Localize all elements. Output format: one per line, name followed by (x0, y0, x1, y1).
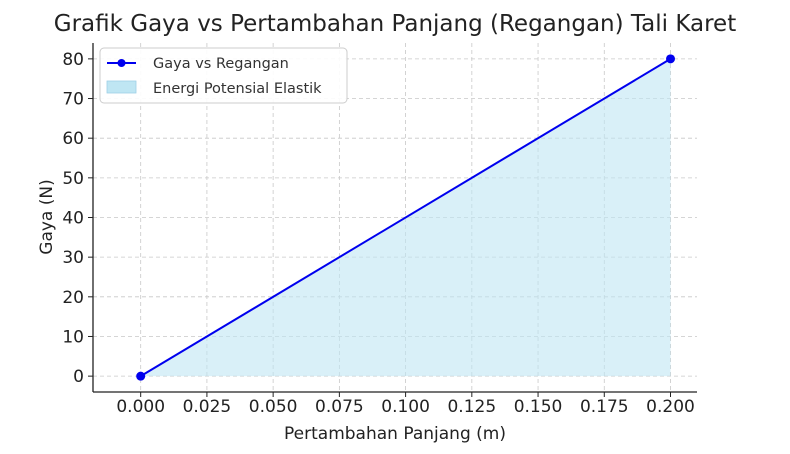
data-point (136, 371, 146, 381)
y-tick-label: 40 (62, 209, 84, 229)
x-ticks: 0.000 0.025 0.050 0.075 0.100 0.125 0.150 0.175… (116, 392, 695, 417)
legend-label-line: Gaya vs Regangan (153, 56, 289, 72)
x-tick-label: 0.050 (249, 397, 298, 417)
x-tick-label: 0.025 (183, 397, 232, 417)
x-tick-label: 0.150 (514, 397, 563, 417)
x-tick-label: 0.100 (381, 397, 430, 417)
y-tick-label: 0 (73, 367, 84, 387)
x-tick-label: 0.200 (646, 397, 695, 417)
x-tick-label: 0.125 (447, 397, 496, 417)
y-tick-label: 20 (62, 288, 84, 308)
data-points (136, 54, 676, 381)
y-tick-label: 50 (62, 169, 84, 189)
y-ticks: 0 10 20 30 40 50 60 70 80 (62, 50, 93, 387)
x-tick-label: 0.175 (580, 397, 629, 417)
y-tick-label: 70 (62, 90, 84, 110)
legend: Gaya vs Regangan Energi Potensial Elasti… (99, 47, 348, 104)
legend-area-swatch (106, 80, 137, 94)
y-tick-label: 10 (62, 327, 84, 347)
data-point (666, 54, 676, 64)
legend-label-area: Energi Potensial Elastik (153, 81, 322, 97)
legend-box (99, 47, 348, 104)
x-axis-label: Pertambahan Panjang (m) (284, 424, 506, 444)
legend-marker-swatch (117, 59, 126, 67)
y-tick-label: 60 (62, 129, 84, 149)
x-tick-label: 0.000 (116, 397, 165, 417)
y-axis-label: Gaya (N) (37, 179, 57, 254)
y-tick-label: 80 (62, 50, 84, 70)
chart-title: Grafik Gaya vs Pertambahan Panjang (Rega… (54, 11, 736, 37)
series-line (140, 58, 672, 377)
x-tick-label: 0.075 (315, 397, 364, 417)
y-tick-label: 30 (62, 248, 84, 268)
